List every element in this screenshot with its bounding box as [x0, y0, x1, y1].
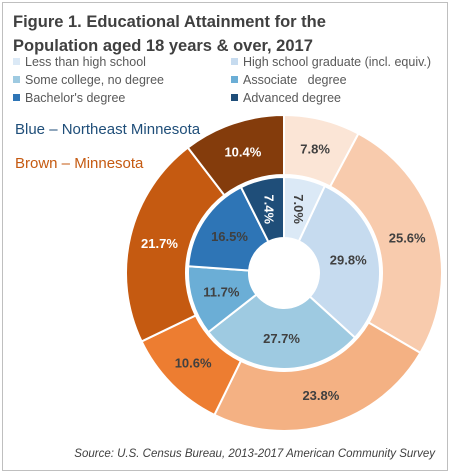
legend-item-high-school-graduate: High school graduate (incl. equiv.) [231, 55, 431, 69]
series-label-minnesota: Brown – Minnesota [15, 155, 144, 172]
outer-data-label-less-than-high-school: 7.8% [300, 141, 330, 156]
outer-slice-some-college [213, 321, 422, 432]
legend-item-some-college: Some college, no degree [13, 73, 164, 87]
inner-slice-bachelors-degree [187, 185, 270, 272]
inner-data-label-advanced-degree: 7.4% [261, 194, 276, 224]
inner-data-label-associate-degree: 11.7% [203, 285, 240, 300]
outer-data-label-high-school-graduate: 25.6% [389, 231, 426, 246]
inner-data-label-less-than-high-school: 7.0% [291, 194, 306, 224]
inner-slice-some-college [206, 293, 357, 370]
outer-data-label-advanced-degree: 10.4% [224, 144, 261, 159]
inner-data-label-high-school-graduate: 29.8% [330, 253, 367, 268]
inner-slice-advanced-degree [239, 175, 285, 244]
outer-data-label-some-college: 23.8% [302, 388, 339, 403]
legend-label: High school graduate (incl. equiv.) [243, 55, 432, 69]
legend-swatch [231, 58, 238, 66]
inner-slice-high-school-graduate [297, 184, 381, 340]
series-label-northeast-minnesota: Blue – Northeast Minnesota [15, 121, 201, 138]
chart-title-line-1: Figure 1. Educational Attainment for the [13, 13, 326, 31]
chart-title-line-2: Population aged 18 years & over, 2017 [13, 37, 313, 55]
inner-data-label-bachelors-degree: 16.5% [211, 229, 248, 244]
legend-item-associate-degree: Associate degree [231, 73, 347, 87]
legend-swatch [13, 94, 20, 102]
chart-title: Figure 1. Educational Attainment for the… [13, 10, 343, 58]
legend-swatch [231, 94, 238, 102]
legend-swatch [231, 76, 238, 84]
legend-item-advanced-degree: Advanced degree [231, 91, 341, 105]
legend-label: Associate degree [243, 73, 347, 87]
legend-label: Some college, no degree [25, 73, 164, 87]
outer-slice-advanced-degree [186, 113, 285, 197]
outer-slice-high-school-graduate [328, 132, 443, 355]
inner-data-label-some-college: 27.7% [263, 331, 300, 346]
legend-swatch [13, 76, 20, 84]
legend-label: Less than high school [25, 55, 146, 69]
legend-label: Bachelor's degree [25, 91, 126, 105]
legend-label: Advanced degree [243, 91, 341, 105]
outer-data-label-bachelors-degree: 21.7% [141, 236, 178, 251]
outer-data-label-associate-degree: 10.6% [175, 356, 212, 371]
source-note: Source: U.S. Census Bureau, 2013-2017 Am… [74, 448, 435, 460]
legend-item-less-than-high-school: Less than high school [13, 55, 146, 69]
legend-swatch [13, 58, 20, 66]
legend-item-bachelors-degree: Bachelor's degree [13, 91, 125, 105]
